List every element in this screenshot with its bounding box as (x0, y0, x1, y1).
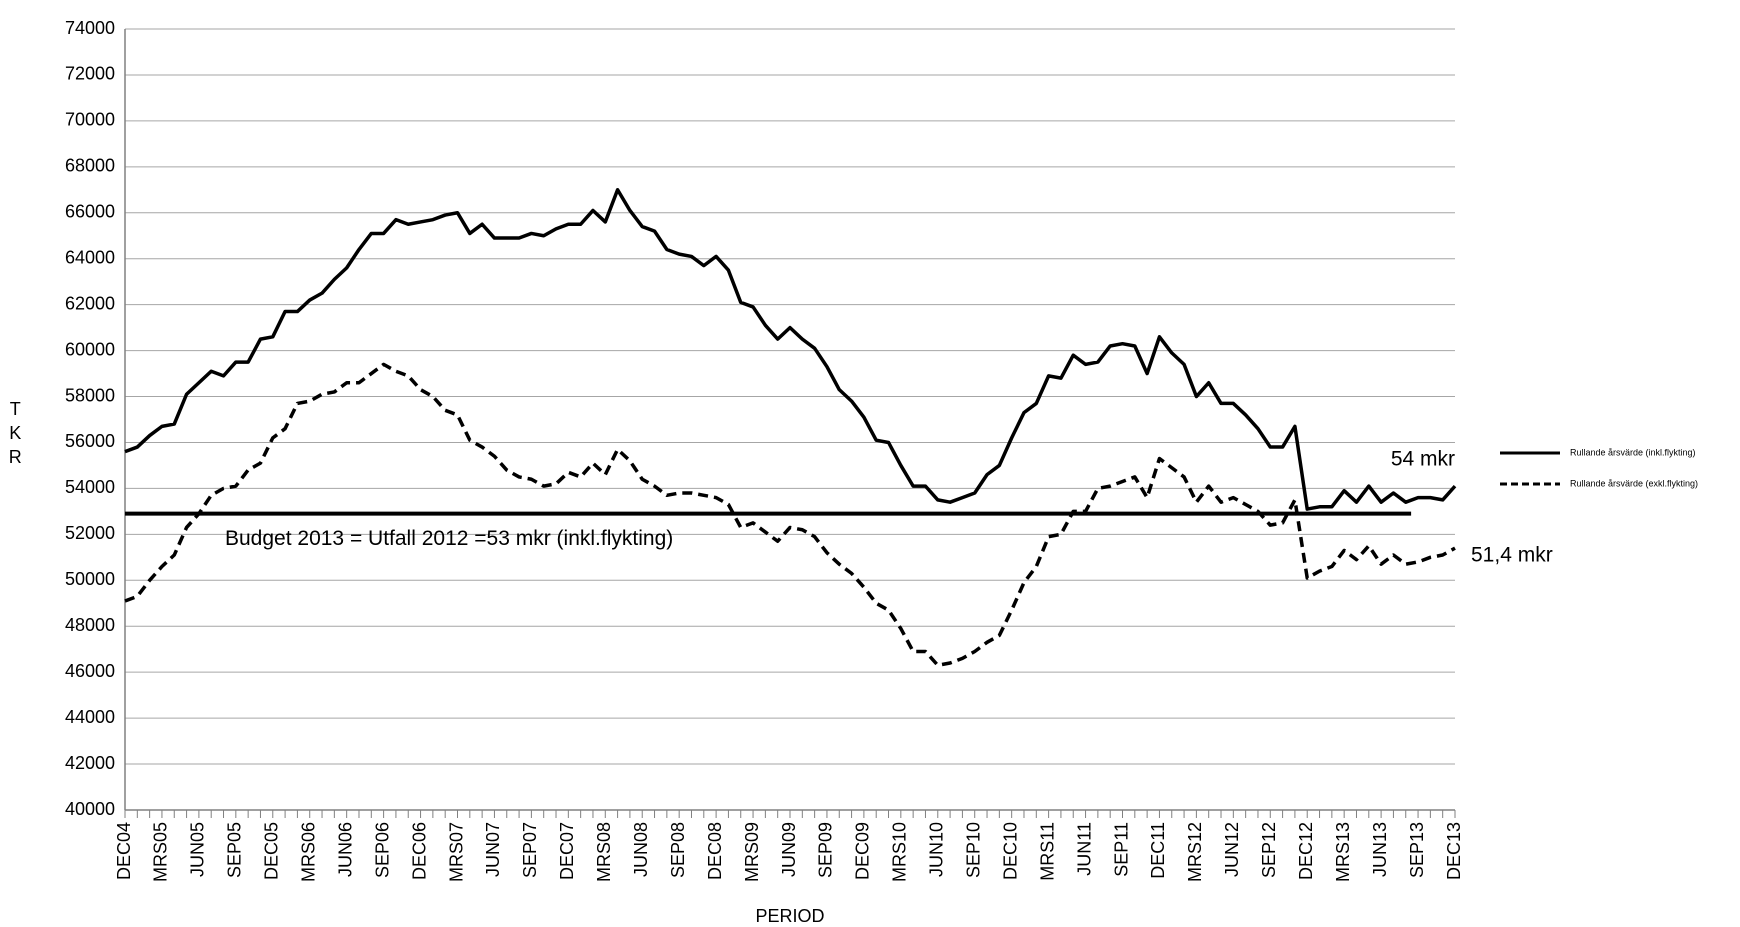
x-tick-label: MRS07 (446, 822, 466, 882)
legend-label: Rullande årsvärde (exkl.flykting) (1570, 478, 1698, 488)
x-tick-label: DEC12 (1296, 822, 1316, 880)
y-tick-label: 62000 (65, 293, 115, 313)
y-tick-label: 42000 (65, 753, 115, 773)
x-tick-label: SEP13 (1407, 822, 1427, 878)
x-tick-label: DEC06 (409, 822, 429, 880)
x-tick-label: JUN12 (1222, 822, 1242, 877)
y-tick-label: 68000 (65, 156, 115, 176)
y-tick-label: 66000 (65, 202, 115, 222)
x-tick-label: JUN06 (335, 822, 355, 877)
series-line (124, 188, 1457, 511)
x-tick-label: DEC05 (262, 822, 282, 880)
x-tick-label: MRS08 (594, 822, 614, 882)
reference-label: Budget 2013 = Utfall 2012 =53 mkr (inkl.… (225, 527, 673, 550)
y-tick-label: 46000 (65, 661, 115, 681)
y-tick-label: 72000 (65, 64, 115, 84)
y-tick-label: 40000 (65, 799, 115, 819)
x-tick-label: DEC08 (705, 822, 725, 880)
x-tick-label: JUN08 (631, 822, 651, 877)
x-tick-label: DEC07 (557, 822, 577, 880)
x-tick-label: JUN13 (1370, 822, 1390, 877)
x-tick-label: SEP09 (816, 822, 836, 878)
x-tick-label: MRS06 (298, 822, 318, 882)
x-axis-label: PERIOD (755, 906, 824, 926)
x-tick-label: DEC10 (1000, 822, 1020, 880)
x-tick-label: DEC13 (1444, 822, 1464, 880)
y-tick-label: 70000 (65, 110, 115, 130)
x-tick-label: MRS12 (1185, 822, 1205, 882)
x-tick-label: JUN07 (483, 822, 503, 877)
annotation: 51,4 mkr (1471, 544, 1553, 567)
x-tick-label: MRS10 (890, 822, 910, 882)
x-tick-label: MRS09 (742, 822, 762, 882)
x-tick-label: MRS13 (1333, 822, 1353, 882)
x-tick-label: SEP12 (1259, 822, 1279, 878)
x-tick-label: SEP07 (520, 822, 540, 878)
annotation: 54 mkr (1391, 448, 1455, 471)
y-tick-label: 64000 (65, 247, 115, 267)
x-tick-label: SEP06 (372, 822, 392, 878)
x-tick-label: JUN09 (779, 822, 799, 877)
x-tick-label: SEP05 (225, 822, 245, 878)
y-tick-label: 58000 (65, 385, 115, 405)
x-tick-label: SEP11 (1111, 822, 1131, 877)
y-tick-label: 54000 (65, 477, 115, 497)
x-tick-label: MRS11 (1037, 822, 1057, 881)
x-tick-label: MRS05 (151, 822, 171, 882)
x-tick-label: DEC09 (853, 822, 873, 880)
y-axis-label: TKR (5, 399, 25, 471)
y-tick-label: 50000 (65, 569, 115, 589)
y-tick-label: 56000 (65, 431, 115, 451)
x-tick-label: DEC04 (114, 822, 134, 880)
y-tick-label: 52000 (65, 523, 115, 543)
y-tick-label: 48000 (65, 615, 115, 635)
y-tick-label: 74000 (65, 18, 115, 38)
x-tick-label: JUN11 (1074, 822, 1094, 876)
series-line (124, 362, 1456, 668)
x-tick-label: JUN10 (927, 822, 947, 877)
x-tick-label: SEP08 (668, 822, 688, 878)
x-tick-label: DEC11 (1148, 822, 1168, 879)
x-tick-label: SEP10 (963, 822, 983, 878)
legend-label: Rullande årsvärde (inkl.flykting) (1570, 447, 1696, 457)
y-tick-label: 44000 (65, 707, 115, 727)
y-tick-label: 60000 (65, 339, 115, 359)
x-tick-label: JUN05 (188, 822, 208, 877)
